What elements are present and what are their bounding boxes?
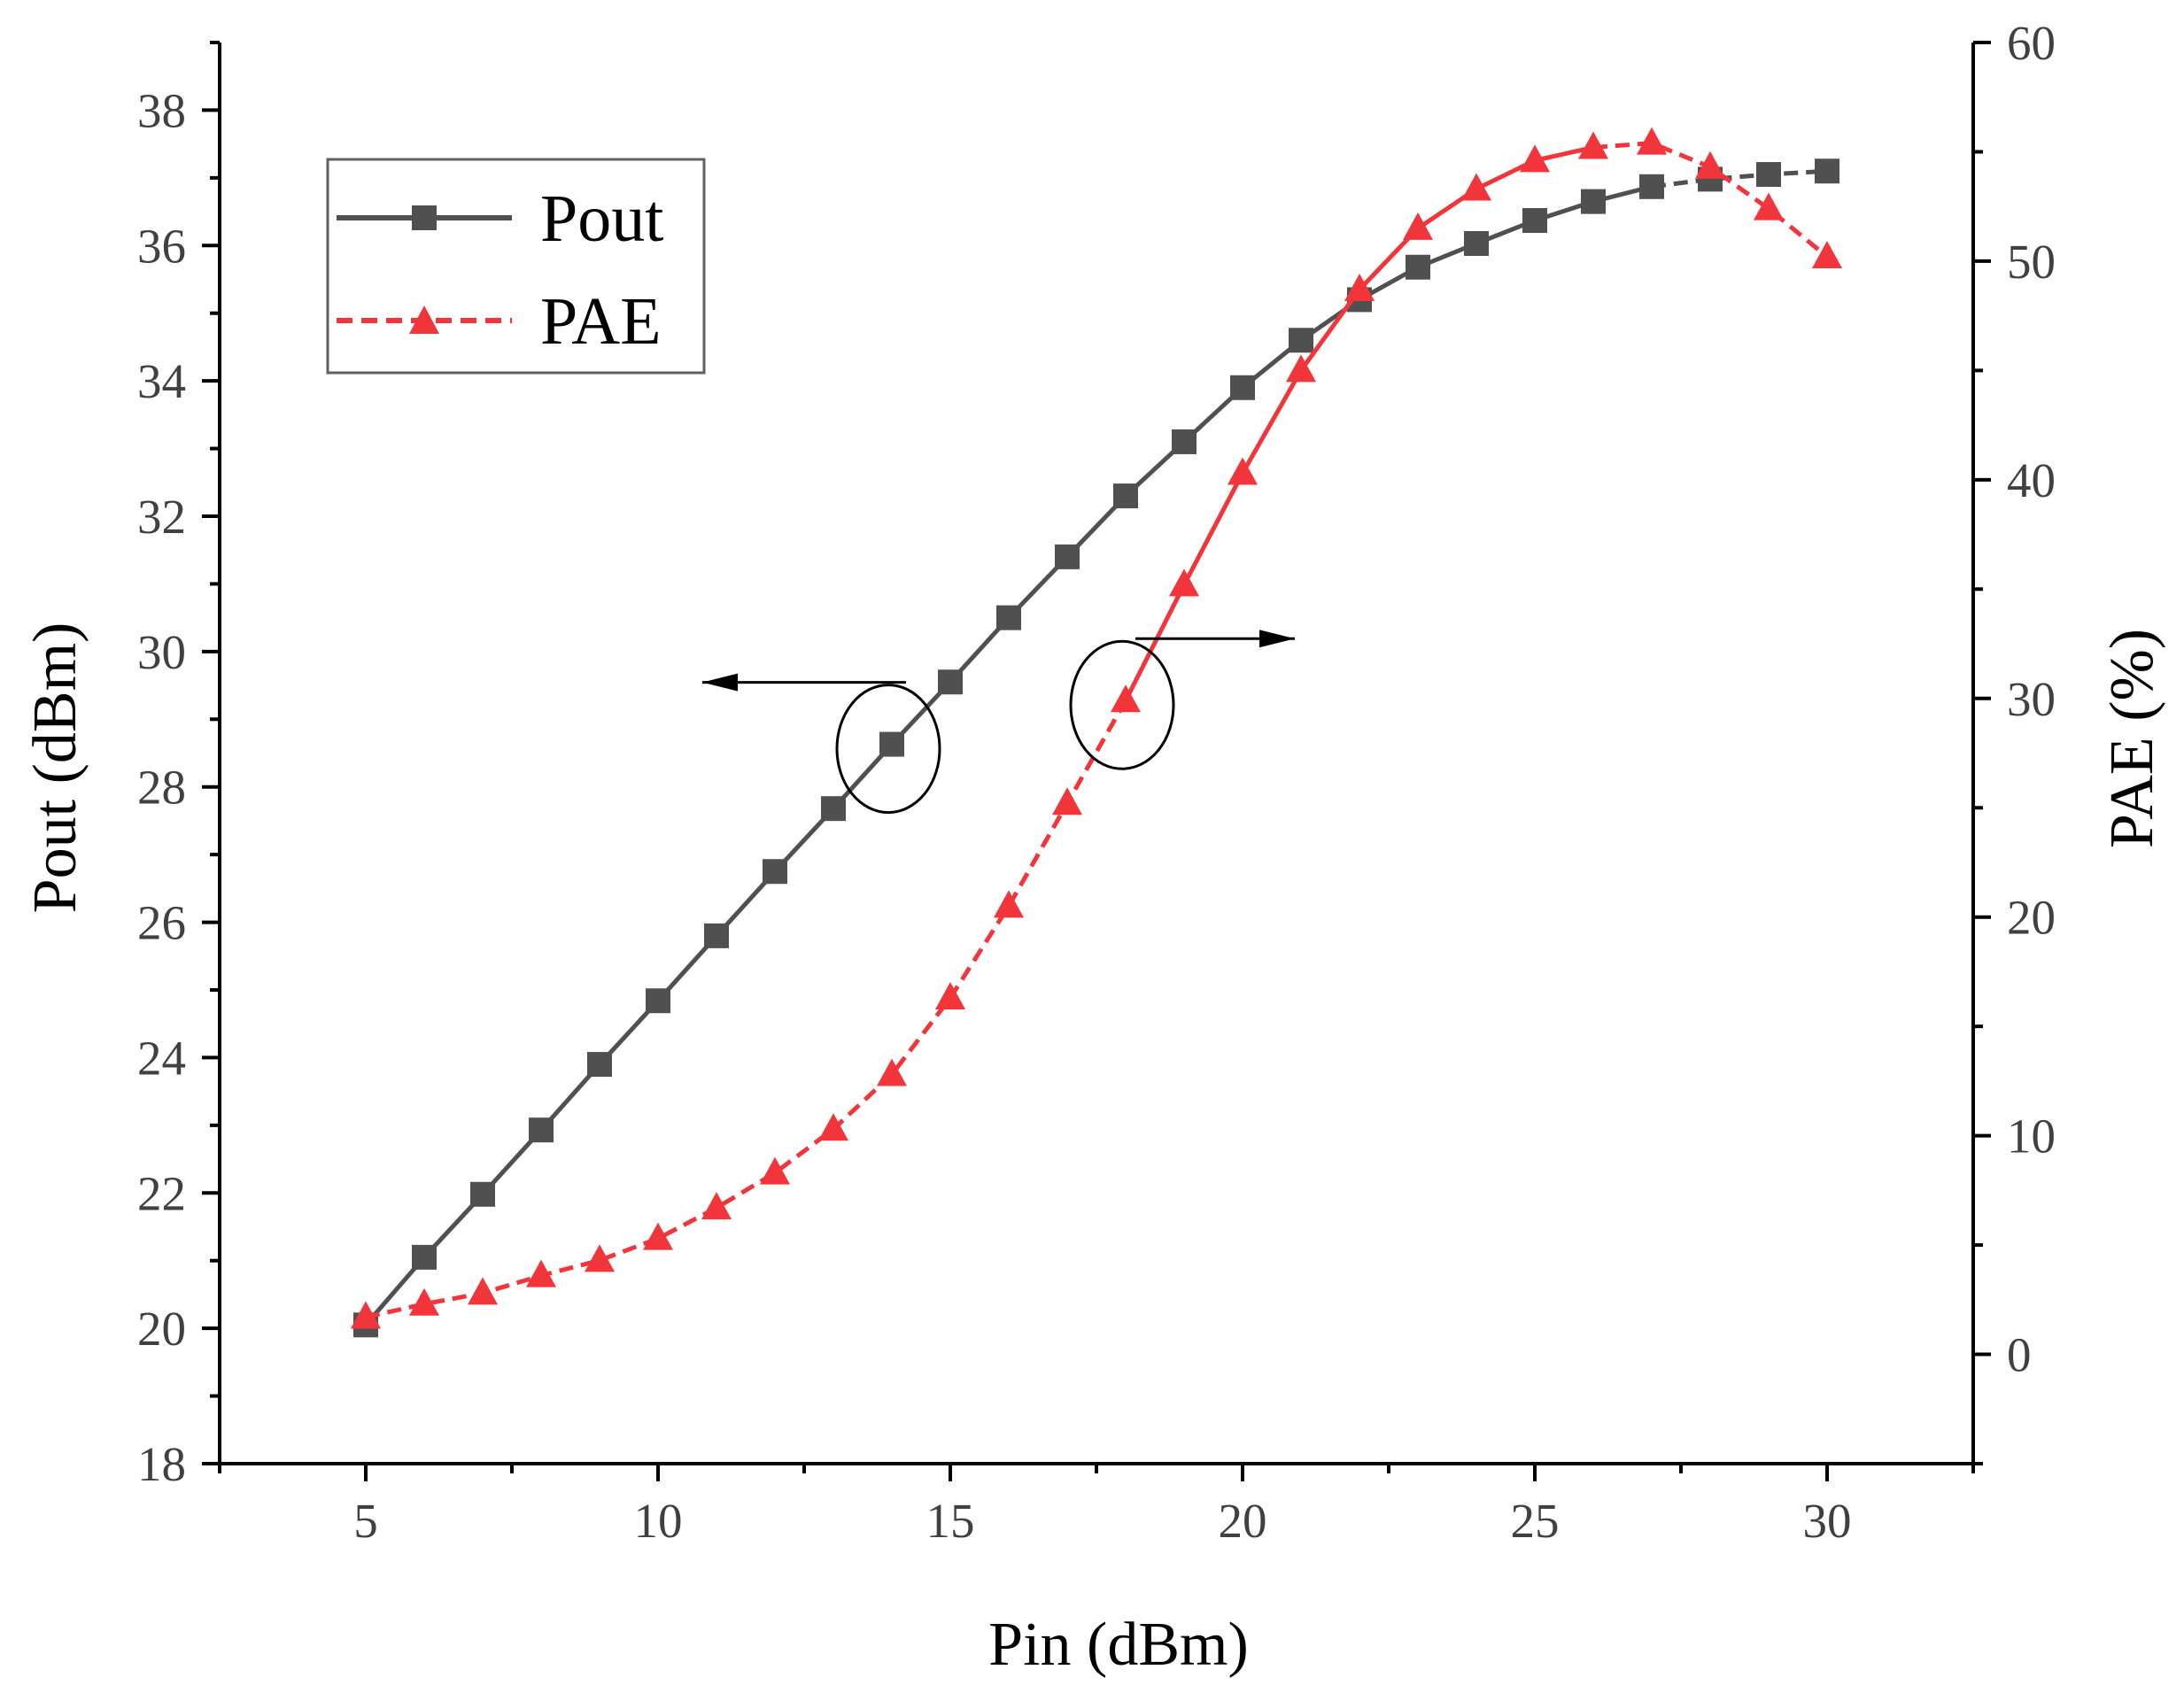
y2-tick-label: 10 — [2007, 1109, 2056, 1163]
marker-pae — [351, 1301, 381, 1329]
marker-pout — [938, 669, 963, 695]
y-tick-label: 30 — [137, 625, 186, 679]
marker-pout — [1230, 375, 1255, 400]
marker-pout — [704, 923, 729, 948]
x-tick-label: 10 — [634, 1494, 683, 1548]
y-axis-title: Pout (dBm) — [21, 622, 89, 914]
marker-pae — [1754, 192, 1784, 220]
y-tick-label: 32 — [137, 490, 186, 544]
marker-pae — [526, 1259, 556, 1287]
annotation-arrowhead-pae — [1259, 630, 1295, 648]
marker-pout — [1113, 483, 1138, 509]
marker-pae — [1111, 684, 1141, 713]
marker-pout — [1815, 158, 1839, 184]
marker-pae — [1695, 151, 1725, 179]
marker-pae — [1578, 131, 1608, 159]
marker-pout — [1055, 544, 1080, 569]
legend: Pout PAE — [326, 158, 706, 375]
tick-labels: 5 10 15 20 25 30 18 20 22 24 26 28 30 32 34 36 38 0 10 20 30… — [137, 16, 2056, 1548]
series-line-pae-dashed — [365, 699, 1128, 1320]
legend-marker-pae — [409, 305, 439, 334]
marker-pae — [1344, 274, 1375, 302]
legend-marker-pout — [412, 205, 437, 230]
y2-axis-title: PAE (%) — [2098, 629, 2166, 848]
y2-tick-label: 30 — [2007, 672, 2056, 726]
tick-marks — [202, 41, 1991, 1481]
y2-tick-label: 40 — [2007, 453, 2056, 507]
marker-pout — [821, 796, 846, 822]
marker-pae — [935, 982, 965, 1010]
marker-pout — [996, 605, 1021, 630]
marker-pout — [646, 988, 670, 1014]
marker-pout — [1756, 162, 1781, 188]
marker-pout — [763, 859, 787, 885]
marker-pout — [412, 1244, 437, 1270]
y2-tick-label: 0 — [2007, 1328, 2032, 1382]
marker-pout — [1289, 328, 1313, 353]
marker-pae — [1637, 127, 1667, 155]
annotation-circle-pae — [1069, 639, 1175, 770]
y-tick-label: 36 — [137, 219, 186, 273]
x-tick-label: 15 — [926, 1494, 975, 1548]
series — [351, 127, 1842, 1338]
y-tick-label: 20 — [137, 1302, 186, 1356]
marker-pout — [1581, 189, 1606, 214]
marker-pae — [643, 1222, 673, 1250]
marker-pae — [585, 1244, 615, 1272]
marker-pae — [1403, 212, 1433, 240]
marker-pae — [409, 1287, 439, 1316]
y-tick-label: 22 — [137, 1166, 186, 1220]
marker-pout — [587, 1052, 612, 1078]
legend-label-pout: Pout — [540, 182, 663, 256]
marker-pae — [994, 890, 1024, 918]
series-line-pout-dashed — [1651, 168, 1828, 189]
marker-pae — [877, 1058, 907, 1086]
annotation-circle-pout — [835, 684, 941, 815]
marker-pae — [1286, 354, 1316, 383]
marker-pae — [1461, 173, 1491, 201]
y2-tick-label: 50 — [2007, 235, 2056, 289]
marker-pae — [1520, 144, 1550, 173]
marker-pae — [1812, 240, 1842, 268]
marker-pae — [760, 1156, 790, 1185]
legend-label-pae: PAE — [540, 284, 662, 359]
marker-pout — [529, 1117, 554, 1143]
marker-pout — [1522, 208, 1547, 234]
marker-pae — [1169, 568, 1199, 597]
x-tick-label: 20 — [1219, 1494, 1267, 1548]
marker-pout — [879, 731, 904, 757]
annotation-arrowhead-pout — [702, 673, 738, 692]
marker-pae — [1228, 457, 1258, 485]
marker-pae — [468, 1277, 498, 1305]
x-tick-label: 30 — [1803, 1494, 1852, 1548]
y-tick-label: 18 — [137, 1437, 186, 1491]
marker-pout — [1406, 254, 1430, 280]
y-tick-label: 34 — [137, 354, 186, 408]
marker-pout — [1172, 429, 1197, 454]
marker-pae — [1052, 787, 1082, 816]
x-tick-label: 5 — [353, 1494, 378, 1548]
y2-tick-label: 60 — [2007, 16, 2056, 70]
y-tick-label: 38 — [137, 83, 186, 137]
marker-pae — [701, 1192, 732, 1220]
marker-pout — [1464, 230, 1489, 256]
y2-tick-label: 20 — [2007, 891, 2056, 945]
marker-pae — [818, 1113, 848, 1141]
marker-pout — [470, 1181, 495, 1207]
annotations — [702, 630, 1295, 815]
y-tick-label: 28 — [137, 761, 186, 815]
y-tick-label: 26 — [137, 896, 186, 950]
y-tick-label: 24 — [137, 1031, 186, 1085]
marker-pout — [1639, 174, 1664, 199]
x-tick-label: 25 — [1511, 1494, 1560, 1548]
x-axis-title: Pin (dBm) — [988, 1611, 1249, 1679]
legend-box — [326, 158, 706, 375]
